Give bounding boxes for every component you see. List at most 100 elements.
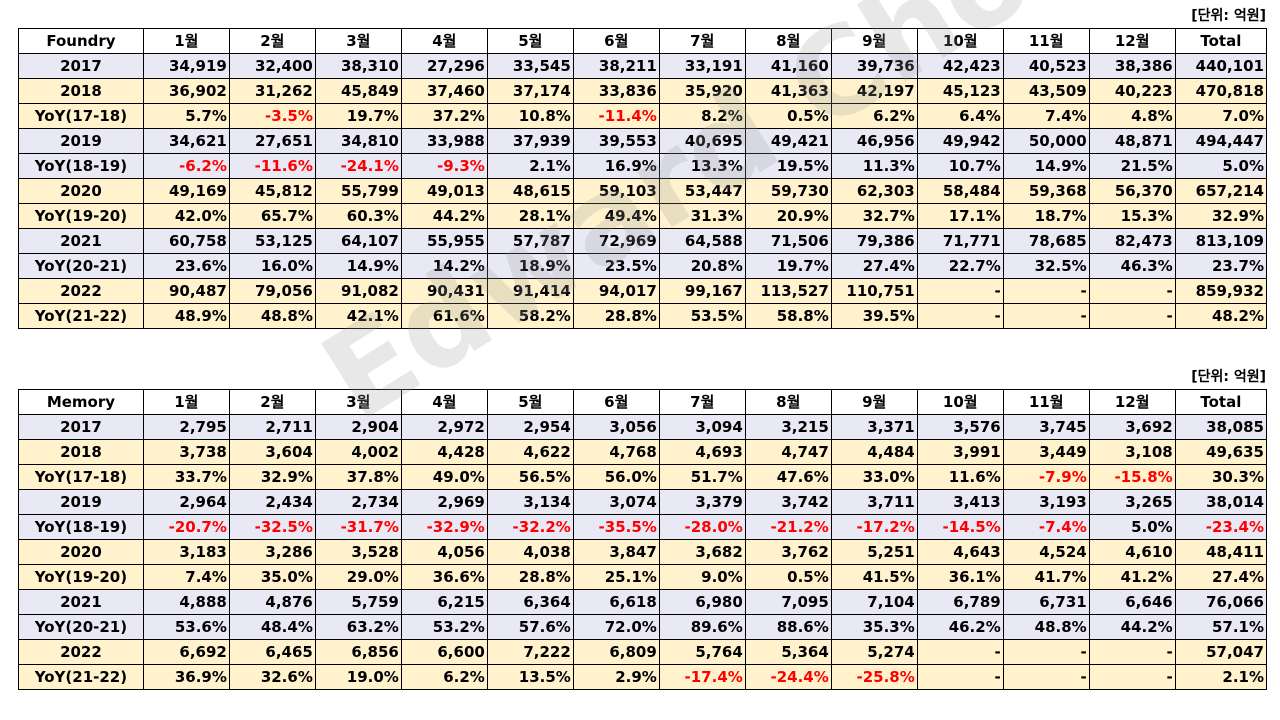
table-cell: 32.7% [830, 203, 918, 229]
table-cell: 48.2% [1174, 303, 1268, 329]
row-label: 2022 [18, 278, 144, 304]
table-cell: 2.9% [572, 664, 660, 690]
table-cell: 0.5% [744, 564, 832, 590]
table-row: 2018 3,738 3,604 4,002 4,428 4,622 4,768 4,693 4… [18, 439, 1268, 465]
table-cell: - [1002, 639, 1090, 665]
table-cell: 61.6% [400, 303, 488, 329]
row-label: 2020 [18, 178, 144, 204]
table-cell: 41.2% [1088, 564, 1176, 590]
table-cell: 27,296 [400, 53, 488, 79]
table-cell: 34,810 [314, 128, 402, 154]
table-cell: 55,955 [400, 228, 488, 254]
table-cell: 7,095 [744, 589, 832, 615]
column-header: 11월 [1002, 389, 1090, 415]
table-cell: 63.2% [314, 614, 402, 640]
table-cell: 41.7% [1002, 564, 1090, 590]
table-cell: 20.8% [658, 253, 746, 279]
table-cell: -31.7% [314, 514, 402, 540]
row-label: YoY(19-20) [18, 564, 144, 590]
table-cell: 32.5% [1002, 253, 1090, 279]
table-cell: 657,214 [1174, 178, 1268, 204]
row-label: 2018 [18, 439, 144, 465]
table-row: 2020 3,183 3,286 3,528 4,056 4,038 3,847 3,682 3… [18, 539, 1268, 565]
table-cell: 19.0% [314, 664, 402, 690]
table-cell: 4,876 [228, 589, 316, 615]
table-cell: 18.7% [1002, 203, 1090, 229]
table-cell: 44.2% [400, 203, 488, 229]
table-cell: 9.0% [658, 564, 746, 590]
table-cell: -11.4% [572, 103, 660, 129]
table-row: 2017 34,919 32,400 38,310 27,296 33,545 38,211… [18, 53, 1268, 79]
table-cell: 42.0% [142, 203, 230, 229]
table-cell: 22.7% [916, 253, 1004, 279]
table-cell: 4,888 [142, 589, 230, 615]
table-cell: 6,731 [1002, 589, 1090, 615]
table-row: YoY(20-21) 23.6% 16.0% 14.9% 14.2% 18.9% 23.5%… [18, 253, 1268, 279]
table-cell: -6.2% [142, 153, 230, 179]
table-cell: 3,094 [658, 414, 746, 440]
table-cell: 2.1% [486, 153, 574, 179]
table-cell: 82,473 [1088, 228, 1176, 254]
table-cell: 36,902 [142, 78, 230, 104]
table-cell: -17.4% [658, 664, 746, 690]
table-cell: 3,991 [916, 439, 1004, 465]
column-header: 5월 [486, 28, 574, 54]
table-cell: 28.1% [486, 203, 574, 229]
table-cell: 90,431 [400, 278, 488, 304]
table-cell: 4,622 [486, 439, 574, 465]
table-cell: 56,370 [1088, 178, 1176, 204]
table-cell: 3,449 [1002, 439, 1090, 465]
table-cell: 2,434 [228, 489, 316, 515]
column-header: 10월 [916, 28, 1004, 54]
table-cell: 6,364 [486, 589, 574, 615]
table-cell: - [1002, 664, 1090, 690]
table-cell: 35.0% [228, 564, 316, 590]
column-header: 10월 [916, 389, 1004, 415]
table-row: YoY(18-19) -6.2% -11.6% -24.1% -9.3% 2.1% 16.9… [18, 153, 1268, 179]
table-cell: 5,764 [658, 639, 746, 665]
table-cell: 3,193 [1002, 489, 1090, 515]
table-cell: 3,847 [572, 539, 660, 565]
table-cell: 5,364 [744, 639, 832, 665]
table-cell: 49,421 [744, 128, 832, 154]
table-header-row: Foundry 1월 2월 3월 4월 5월 6월 7월 8월 9월 10월 11월 12월 Total [18, 28, 1268, 54]
table-cell: 53,447 [658, 178, 746, 204]
table-cell: 4,768 [572, 439, 660, 465]
table-cell: 440,101 [1174, 53, 1268, 79]
table-cell: 89.6% [658, 614, 746, 640]
table-cell: -17.2% [830, 514, 918, 540]
column-header: 1월 [142, 28, 230, 54]
table-cell: 470,818 [1174, 78, 1268, 104]
table-cell: 78,685 [1002, 228, 1090, 254]
table-cell: 3,265 [1088, 489, 1176, 515]
table-cell: 7.4% [142, 564, 230, 590]
table-cell: 59,103 [572, 178, 660, 204]
column-header: 8월 [744, 389, 832, 415]
table-cell: 58,484 [916, 178, 1004, 204]
table-cell: 38,310 [314, 53, 402, 79]
table-cell: 35.3% [830, 614, 918, 640]
table-cell: 6,600 [400, 639, 488, 665]
table-cell: 6,980 [658, 589, 746, 615]
table-cell: -7.4% [1002, 514, 1090, 540]
table-cell: - [916, 278, 1004, 304]
unit-label-foundry: [단위: 억원] [1191, 8, 1266, 24]
table-cell: 4,428 [400, 439, 488, 465]
table-cell: 3,056 [572, 414, 660, 440]
table-cell: 41,363 [744, 78, 832, 104]
table-cell: 91,414 [486, 278, 574, 304]
table-cell: -23.4% [1174, 514, 1268, 540]
table-cell: 57.6% [486, 614, 574, 640]
column-header: 7월 [658, 389, 746, 415]
table-cell: 62,303 [830, 178, 918, 204]
table-cell: 65.7% [228, 203, 316, 229]
table-cell: 6,465 [228, 639, 316, 665]
table-cell: 3,413 [916, 489, 1004, 515]
table-cell: 48.8% [228, 303, 316, 329]
table-cell: 38,386 [1088, 53, 1176, 79]
row-label: 2017 [18, 53, 144, 79]
table-cell: 813,109 [1174, 228, 1268, 254]
table-row: 2021 4,888 4,876 5,759 6,215 6,364 6,618 6,980 7… [18, 589, 1268, 615]
table-cell: 38,085 [1174, 414, 1268, 440]
row-label: YoY(21-22) [18, 664, 144, 690]
